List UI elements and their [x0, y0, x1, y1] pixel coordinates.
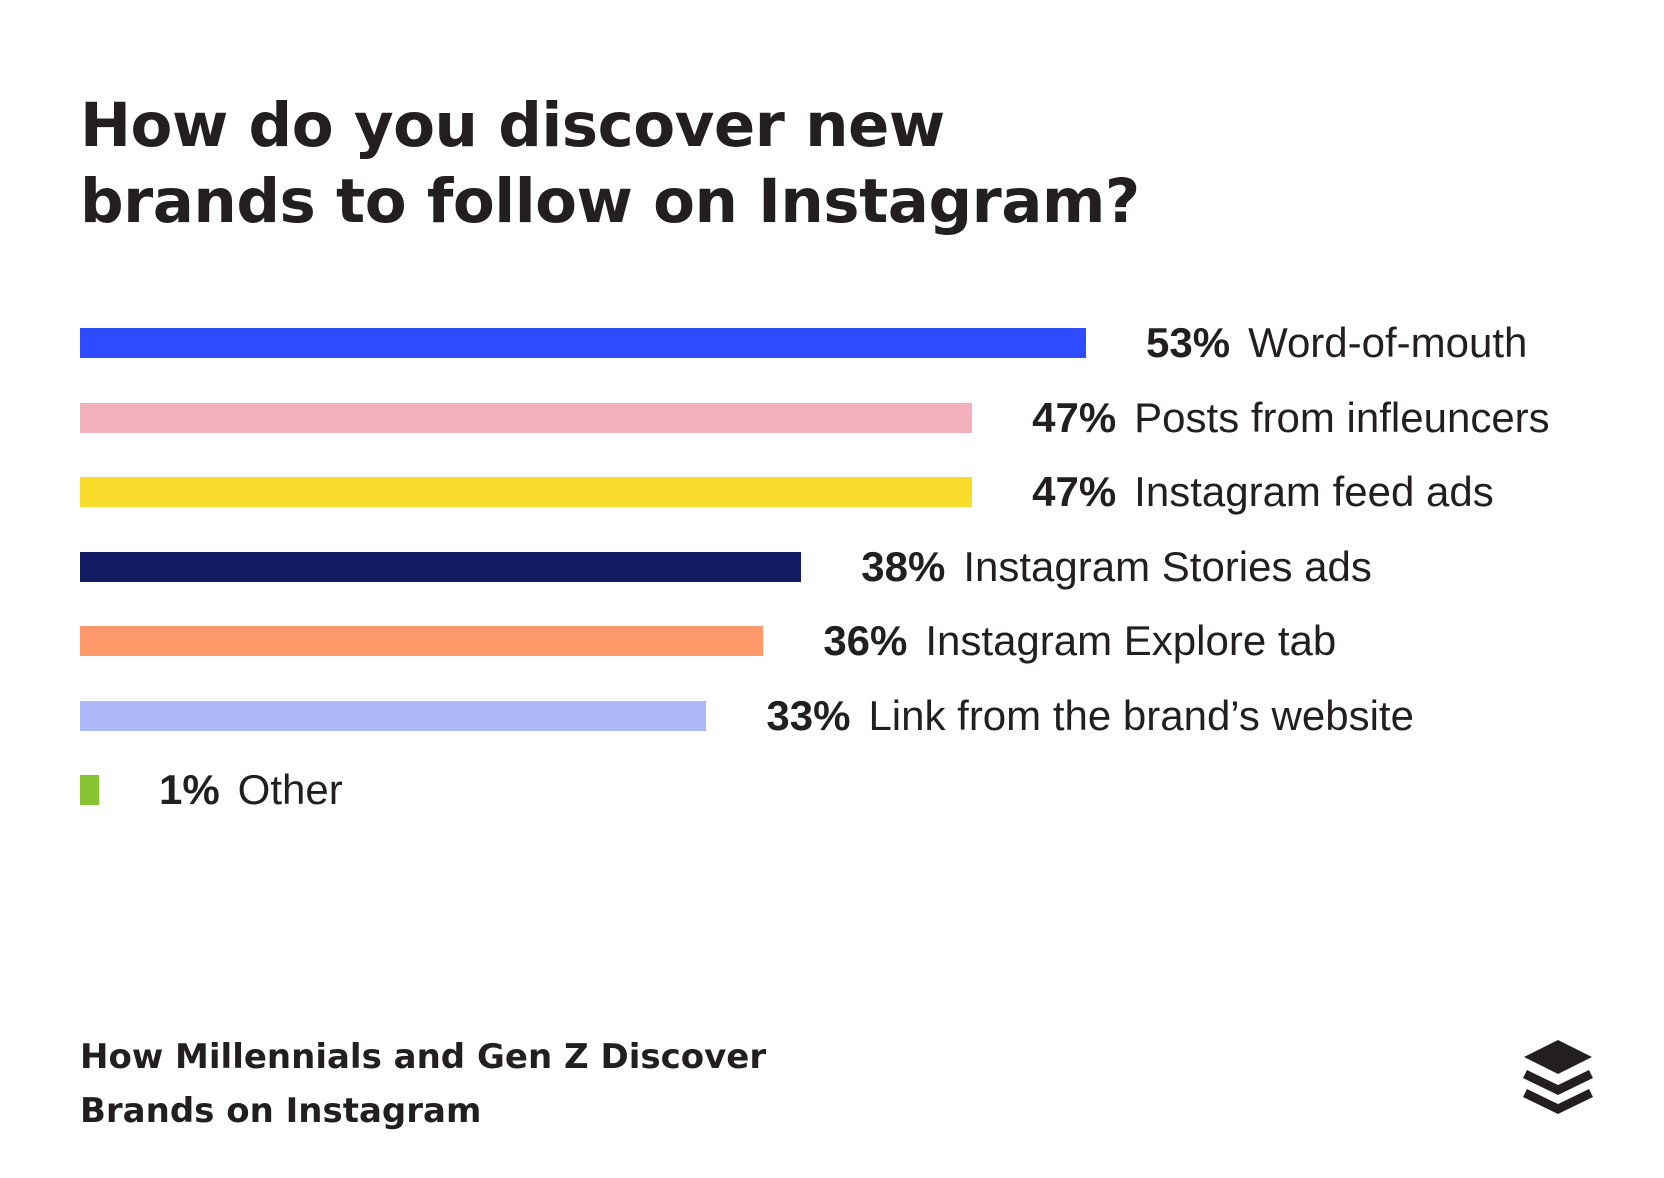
- bar-label-2: 47% Instagram feed ads: [1032, 471, 1494, 513]
- bar-category-label: Link from the brand’s website: [868, 691, 1414, 739]
- bar-category-label: Instagram Explore tab: [925, 617, 1337, 664]
- source-caption-line-1: How Millennials and Gen Z Discover: [80, 1037, 767, 1077]
- bar-label-6: 1% Other: [159, 769, 343, 811]
- bar-label-4: 36% Instagram Explore tab: [823, 620, 1336, 662]
- bar-0: [80, 328, 1086, 358]
- source-caption: How Millennials and Gen Z Discover Brand…: [80, 1030, 766, 1138]
- bar-category-label: Instagram Stories ads: [963, 542, 1372, 590]
- bar-value-label: 33%: [766, 691, 851, 739]
- bar-chart: 53% Word-of-mouth 47% Posts from infleuncer…: [80, 322, 1550, 811]
- bar-category-label: Word-of-mouth: [1248, 319, 1528, 366]
- bar-category-label: Posts from infleuncers: [1134, 393, 1550, 441]
- bar-label-0: 53% Word-of-mouth: [1146, 322, 1527, 364]
- bar-5: [80, 700, 707, 731]
- bar-2: [80, 477, 973, 507]
- bar-value-label: 36%: [823, 617, 908, 664]
- bar-1: [80, 402, 973, 433]
- chart-title-line-1: How do you discover new: [80, 90, 945, 161]
- bar-value-label: 47%: [1032, 393, 1117, 441]
- source-caption-line-2: Brands on Instagram: [80, 1091, 482, 1131]
- bar-4: [80, 626, 764, 656]
- bar-3: [80, 551, 802, 582]
- bar-6: [80, 775, 99, 805]
- bar-value-label: 47%: [1032, 468, 1117, 515]
- bar-label-3: 38% Instagram Stories ads: [861, 545, 1372, 587]
- chart-title: How do you discover new brands to follow…: [80, 88, 1280, 240]
- bar-label-5: 33% Link from the brand’s website: [766, 694, 1414, 736]
- chart-title-line-2: brands to follow on Instagram?: [80, 166, 1140, 237]
- bar-category-label: Other: [237, 766, 343, 813]
- bar-value-label: 38%: [861, 542, 946, 590]
- buffer-logo-icon: [1523, 1040, 1593, 1115]
- bar-label-1: 47% Posts from infleuncers: [1032, 396, 1550, 438]
- bar-value-label: 53%: [1146, 319, 1231, 366]
- bar-category-label: Instagram feed ads: [1134, 468, 1494, 515]
- bar-value-label: 1%: [158, 766, 220, 813]
